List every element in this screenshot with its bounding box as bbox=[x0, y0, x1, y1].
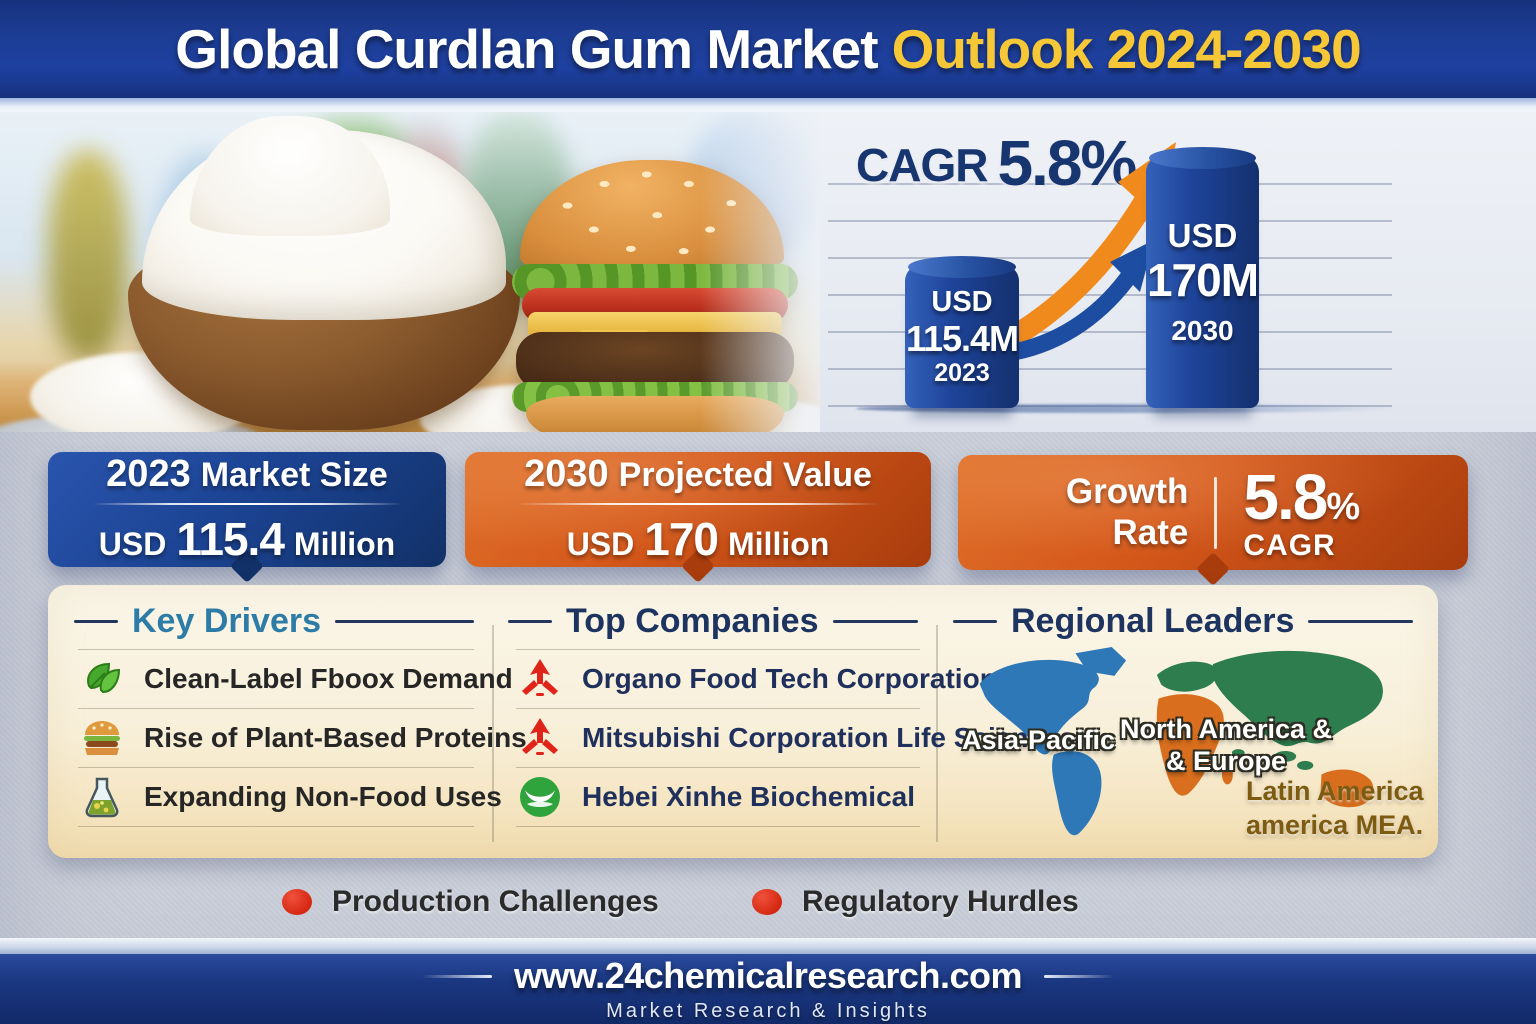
heading-dash bbox=[953, 619, 997, 623]
card-vertical-divider bbox=[1214, 476, 1218, 549]
list-item: Expanding Non-Food Uses bbox=[78, 768, 502, 827]
card-divider bbox=[91, 503, 403, 505]
header-bar: Global Curdlan Gum Market Outlook 2024-20… bbox=[0, 0, 1536, 98]
map-label-latin-america-mea: Latin America america MEA. bbox=[1246, 775, 1424, 843]
glassware-blur bbox=[48, 150, 128, 360]
photo-fade-edge bbox=[700, 112, 820, 432]
footer-tagline: Market Research & Insights bbox=[606, 1000, 930, 1022]
card1-currency: USD bbox=[98, 526, 167, 562]
list-item: Mitsubishi Corporation Life Sciences bbox=[516, 709, 1075, 768]
card2-title: Projected Value bbox=[618, 456, 872, 494]
red-dot-icon bbox=[752, 889, 782, 915]
driver-label: Rise of Plant-Based Proteins bbox=[144, 722, 527, 753]
map-label-north-america-europe: North America & & Europe bbox=[1120, 713, 1332, 778]
burger-icon bbox=[78, 714, 126, 762]
card2-year: 2030 bbox=[524, 453, 609, 495]
regional-leaders-heading: Regional Leaders bbox=[953, 599, 1413, 643]
card3-percent: % bbox=[1326, 485, 1361, 528]
footer-line bbox=[1043, 974, 1114, 978]
footer-line bbox=[422, 974, 493, 978]
green-leaf-badge-icon bbox=[516, 773, 564, 821]
bar-2030: USD 170M 2030 bbox=[1146, 147, 1259, 408]
page-title: Global Curdlan Gum Market Outlook 2024-20… bbox=[175, 17, 1362, 81]
challenge-label: Production Challenges bbox=[332, 885, 659, 918]
website-url: www.24chemicalresearch.com bbox=[514, 955, 1022, 996]
world-map: Asia-Pacific North America & & Europe La… bbox=[948, 637, 1424, 845]
bar-2023-value: 115.4M bbox=[905, 317, 1019, 359]
column-divider bbox=[936, 625, 938, 842]
footer-bar: www.24chemicalresearch.com Market Resear… bbox=[0, 954, 1536, 1024]
bar-2023-currency: USD bbox=[931, 286, 993, 319]
map-label-asia-pacific: Asia-Pacific bbox=[962, 725, 1116, 755]
company-label: Organo Food Tech Corporation bbox=[582, 663, 997, 694]
card1-value: 115.4 bbox=[176, 513, 285, 565]
card3-caption: CAGR bbox=[1243, 528, 1336, 562]
regional-leaders-heading-text: Regional Leaders bbox=[1011, 601, 1295, 640]
list-item: Clean-Label Fboox Demand bbox=[78, 649, 513, 709]
card2-unit: Million bbox=[728, 526, 830, 562]
card3-value: 5.8 bbox=[1243, 460, 1328, 533]
chart-baseline bbox=[856, 404, 1396, 413]
challenge-item-regulatory: Regulatory Hurdles bbox=[752, 878, 1079, 926]
page-title-highlight: Outlook 2024-2030 bbox=[891, 18, 1362, 80]
footer-divider bbox=[0, 938, 1536, 954]
map-label-line: & Europe bbox=[1166, 746, 1287, 777]
top-companies-heading: Top Companies bbox=[508, 599, 918, 643]
card-divider bbox=[516, 503, 880, 505]
driver-label: Expanding Non-Food Uses bbox=[144, 781, 502, 812]
bar-2023-year: 2023 bbox=[934, 358, 990, 387]
map-label-line: North America & bbox=[1120, 714, 1333, 744]
map-label-line: america MEA. bbox=[1246, 809, 1424, 840]
hero-section: CAGR 5.8% USD 115.4M 2023 USD 170M 2030 bbox=[0, 112, 1536, 432]
company-label: Mitsubishi Corporation Life Sciences bbox=[582, 722, 1076, 753]
card3-label-line2: Rate bbox=[1112, 512, 1189, 552]
card1-title: Market Size bbox=[200, 456, 388, 494]
map-label-line: Latin America bbox=[1246, 776, 1424, 806]
key-drivers-list: Clean-Label Fboox Demand Rise of Plant-B… bbox=[78, 649, 527, 827]
red-arrow-logo-icon bbox=[516, 655, 564, 703]
key-drivers-heading-text: Key Drivers bbox=[132, 601, 322, 640]
product-photo bbox=[0, 112, 820, 432]
column-divider bbox=[492, 625, 494, 842]
list-item: Organo Food Tech Corporation bbox=[516, 649, 997, 709]
challenge-label: Regulatory Hurdles bbox=[802, 885, 1079, 918]
key-drivers-heading: Key Drivers bbox=[74, 599, 474, 643]
details-panel: Key Drivers Top Companies Regional Leade… bbox=[48, 585, 1438, 858]
page-title-main: Global Curdlan Gum Market bbox=[175, 18, 878, 80]
heading-dash bbox=[335, 619, 474, 623]
flask-icon bbox=[78, 773, 126, 821]
heading-dash bbox=[508, 619, 552, 623]
stat-card-growth-rate: Growth Rate 5.8% CAGR bbox=[958, 455, 1468, 586]
card1-unit: Million bbox=[293, 526, 396, 562]
top-companies-list: Organo Food Tech Corporation Mitsubishi … bbox=[516, 649, 1075, 827]
leaf-icon bbox=[78, 655, 126, 703]
bar-2030-currency: USD bbox=[1167, 217, 1238, 255]
bar-2030-year: 2030 bbox=[1171, 314, 1234, 346]
bar-2023: USD 115.4M 2023 bbox=[905, 256, 1019, 408]
list-item: Hebei Xinhe Biochemical bbox=[516, 768, 920, 827]
cagr-value: 5.8% bbox=[997, 127, 1137, 199]
cagr-callout: CAGR 5.8% bbox=[856, 126, 1137, 200]
challenge-item-production: Production Challenges bbox=[282, 878, 659, 926]
driver-label: Clean-Label Fboox Demand bbox=[144, 663, 513, 694]
heading-dash bbox=[832, 619, 918, 623]
card1-year: 2023 bbox=[106, 453, 191, 495]
card3-label-line1: Growth bbox=[1065, 472, 1189, 512]
list-item: Rise of Plant-Based Proteins bbox=[78, 709, 527, 768]
heading-dash bbox=[74, 619, 118, 623]
bar-2030-value: 170M bbox=[1146, 254, 1259, 307]
header-divider bbox=[0, 98, 1536, 112]
cagr-label: CAGR bbox=[856, 139, 988, 191]
company-label: Hebei Xinhe Biochemical bbox=[582, 781, 915, 812]
world-map-svg bbox=[979, 646, 1383, 836]
red-arrow-logo-icon bbox=[516, 714, 564, 762]
card2-currency: USD bbox=[566, 526, 635, 562]
red-dot-icon bbox=[282, 889, 312, 915]
stat-card-2023-market-size: 2023 Market Size USD 115.4 Million bbox=[48, 452, 446, 583]
top-companies-heading-text: Top Companies bbox=[566, 601, 819, 640]
card2-value: 170 bbox=[644, 513, 719, 565]
stat-card-2030-projected-value: 2030 Projected Value USD 170 Million bbox=[465, 452, 931, 583]
heading-dash bbox=[1308, 619, 1413, 623]
